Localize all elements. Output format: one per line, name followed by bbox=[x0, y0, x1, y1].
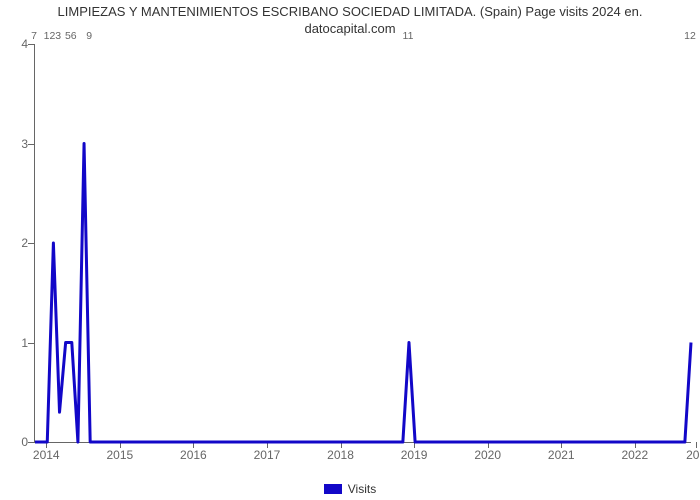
top-value-label: 12 bbox=[684, 30, 696, 42]
y-tick-label: 2 bbox=[2, 236, 28, 250]
y-tick-label: 3 bbox=[2, 137, 28, 151]
x-tick-label: 2018 bbox=[327, 448, 354, 462]
visits-line bbox=[35, 144, 691, 443]
chart-title: LIMPIEZAS Y MANTENIMIENTOS ESCRIBANO SOC… bbox=[0, 4, 700, 38]
y-tick-label: 4 bbox=[2, 37, 28, 51]
legend-label: Visits bbox=[348, 482, 376, 496]
legend-swatch bbox=[324, 484, 342, 494]
x-tick-mark bbox=[696, 442, 697, 448]
plot-area bbox=[34, 44, 691, 443]
top-value-label: 123 bbox=[44, 30, 62, 42]
x-tick-label: 2014 bbox=[33, 448, 60, 462]
x-tick-label: 2021 bbox=[548, 448, 575, 462]
x-tick-label: 2022 bbox=[621, 448, 648, 462]
top-value-label: 11 bbox=[403, 30, 414, 42]
legend: Visits bbox=[0, 481, 700, 496]
chart-container: LIMPIEZAS Y MANTENIMIENTOS ESCRIBANO SOC… bbox=[0, 0, 700, 500]
x-tick-label: 202 bbox=[686, 448, 700, 462]
top-value-label: 7 bbox=[31, 30, 37, 42]
x-tick-label: 2016 bbox=[180, 448, 207, 462]
title-line-1: LIMPIEZAS Y MANTENIMIENTOS ESCRIBANO SOC… bbox=[58, 4, 643, 19]
top-value-label: 9 bbox=[86, 30, 92, 42]
x-tick-label: 2019 bbox=[401, 448, 428, 462]
x-tick-label: 2017 bbox=[254, 448, 281, 462]
x-tick-label: 2015 bbox=[106, 448, 133, 462]
top-value-label: 56 bbox=[65, 30, 77, 42]
x-tick-label: 2020 bbox=[474, 448, 501, 462]
title-line-2: datocapital.com bbox=[304, 21, 395, 36]
y-tick-label: 0 bbox=[2, 435, 28, 449]
y-tick-label: 1 bbox=[2, 336, 28, 350]
line-series bbox=[35, 44, 691, 442]
